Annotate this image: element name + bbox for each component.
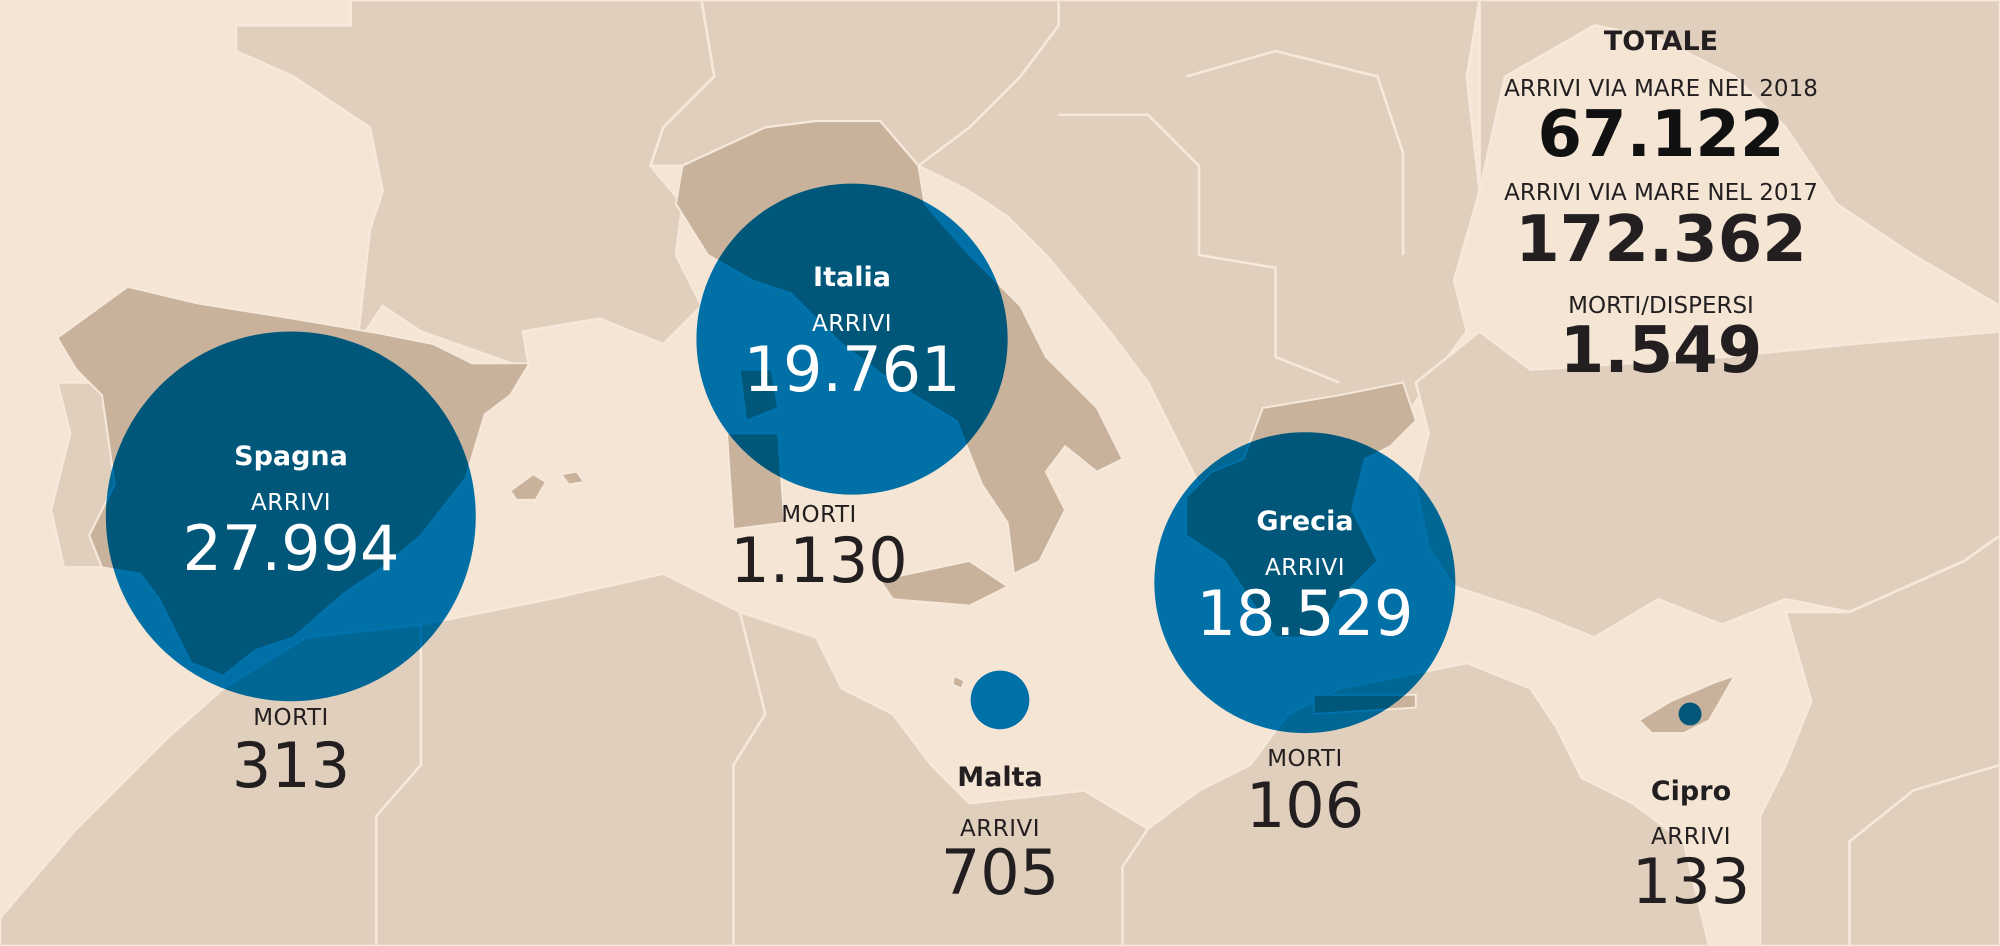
spain-deaths: 313 xyxy=(231,729,351,802)
italy-arrivals-label: ARRIVI xyxy=(812,311,892,337)
bubble-malta xyxy=(970,670,1030,730)
spain-name: Spagna xyxy=(234,441,348,472)
italy-arrivals: 19.761 xyxy=(743,333,961,406)
greece-arrivals-label: ARRIVI xyxy=(1265,555,1345,581)
border-lines-africa-2 xyxy=(732,611,767,946)
totals-heading: TOTALE xyxy=(1603,26,1719,57)
bubble-greece xyxy=(1154,432,1456,734)
italy-name: Italia xyxy=(813,262,891,293)
bubble-cyprus xyxy=(1678,702,1702,726)
land-eastern-europe xyxy=(1478,0,2000,308)
spain-arrivals-label: ARRIVI xyxy=(251,490,331,516)
totals-arrivals-2018-label: ARRIVI VIA MARE NEL 2018 xyxy=(1504,76,1818,102)
island-malta xyxy=(951,674,966,690)
greece-arrivals: 18.529 xyxy=(1196,577,1414,650)
totals-arrivals-2017: 172.362 xyxy=(1515,203,1807,277)
balearic-islands xyxy=(508,473,548,501)
malta-arrivals-label: ARRIVI xyxy=(960,816,1040,842)
malta-arrivals: 705 xyxy=(940,836,1060,909)
spain-deaths-label: MORTI xyxy=(253,705,329,731)
cyprus-arrivals-label: ARRIVI xyxy=(1651,824,1731,850)
border-lines-africa-3 xyxy=(1121,827,1150,946)
land-france xyxy=(234,0,716,372)
border-lines-africa xyxy=(375,624,423,946)
totals-arrivals-2018: 67.122 xyxy=(1537,98,1785,172)
land-middle-east xyxy=(1758,533,2000,946)
greece-name: Grecia xyxy=(1256,506,1354,537)
bubble-spain xyxy=(105,331,476,702)
bubble-italy xyxy=(696,183,1008,495)
island-sicily xyxy=(878,559,1010,607)
greece-deaths-label: MORTI xyxy=(1267,746,1343,772)
cyprus-name: Cipro xyxy=(1650,776,1732,807)
totals-deaths-label: MORTI/DISPERSI xyxy=(1568,293,1754,319)
spain-arrivals: 27.994 xyxy=(182,512,400,585)
malta-name: Malta xyxy=(957,762,1043,793)
cyprus-arrivals: 133 xyxy=(1631,845,1751,918)
border-lines-middle-east xyxy=(1848,763,2000,946)
balearic-islands-small xyxy=(559,470,586,486)
italy-deaths: 1.130 xyxy=(730,524,908,597)
greece-deaths: 106 xyxy=(1245,769,1365,842)
border-lines-balkans-2 xyxy=(1185,49,1405,255)
totals-arrivals-2017-label: ARRIVI VIA MARE NEL 2017 xyxy=(1504,180,1818,206)
totals-deaths: 1.549 xyxy=(1559,314,1763,388)
italy-deaths-label: MORTI xyxy=(781,502,857,528)
border-lines-balkans xyxy=(1058,113,1340,384)
